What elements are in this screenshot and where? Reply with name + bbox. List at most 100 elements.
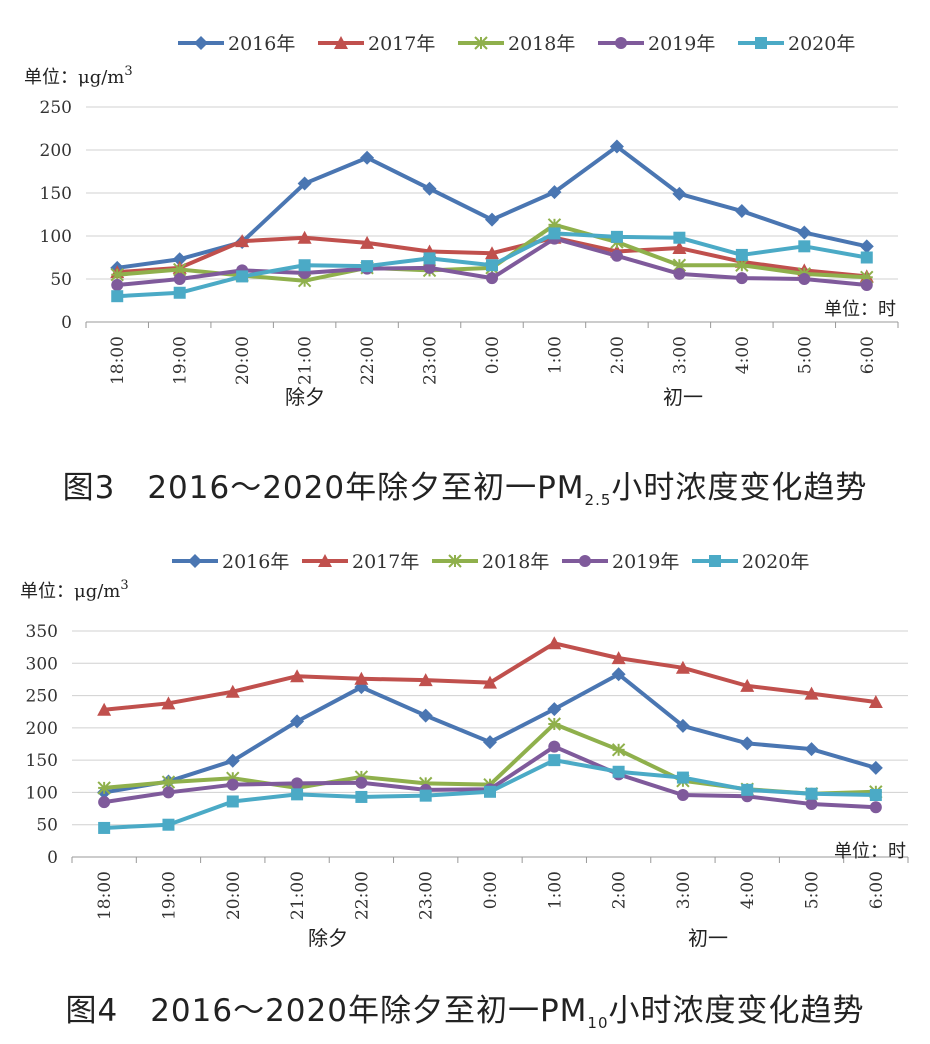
pm25-data-point [486, 259, 498, 272]
pm25-xtick-label: 2:00 [608, 336, 628, 374]
pm25-xtick-label: 22:00 [358, 336, 378, 385]
pm25-data-point [297, 176, 312, 191]
pm25-data-point [610, 249, 623, 262]
pm10-data-point [483, 675, 497, 689]
pm10-data-point [290, 714, 305, 729]
pm25-data-point [798, 273, 811, 285]
pm10-data-point [547, 702, 562, 717]
pm25-caption-sub: 2.5 [584, 491, 612, 510]
pm10-data-point [418, 708, 433, 723]
pm10-data-point [226, 795, 239, 808]
pm10-legend-label: 2018年 [482, 551, 549, 573]
pm25-xtick-label: 3:00 [670, 336, 690, 374]
pm25-data-point [236, 270, 249, 283]
pm25-legend-label: 2020年 [788, 33, 855, 55]
pm25-caption: 图3 2016～2020年除夕至初一PM2.5小时浓度变化趋势 [0, 462, 930, 509]
pm10-legend-label: 2020年 [742, 551, 809, 573]
pm25-data-point [422, 181, 437, 196]
pm25-legend-marker [615, 37, 627, 49]
pm10-ytick-label: 100 [26, 783, 58, 803]
pm25-legend-label: 2018年 [508, 33, 575, 55]
pm25-ytick-label: 250 [40, 98, 72, 118]
pm25-data-point [111, 290, 124, 303]
pm10-legend-item: 2018年 [432, 551, 549, 573]
pm25-data-point [860, 251, 873, 264]
pm10-data-point [355, 790, 368, 803]
pm25-data-point [485, 246, 499, 260]
pm10-data-point [98, 796, 111, 809]
pm25-legend: 2016年 2017年 2018年 2019年 2020年 [178, 33, 855, 55]
pm10-data-point [97, 702, 112, 716]
pm25-xtick-label: 23:00 [421, 336, 441, 385]
pm10-data-point [162, 786, 175, 799]
pm10-data-point [805, 787, 818, 800]
pm10-xtick-label: 0:00 [481, 871, 501, 909]
pm10-ytick-label: 300 [26, 654, 58, 674]
pm25-data-point [798, 240, 811, 253]
pm25-data-point [423, 252, 436, 265]
pm10-xtick-label: 23:00 [417, 871, 437, 920]
pm10-data-point [804, 742, 819, 757]
pm25-data-point [173, 286, 186, 299]
pm10-legend-label: 2017年 [352, 551, 419, 573]
pm10-chart: 2016年 2017年 2018年 2019年 2020年 单位：μg/m3 0 50 100 1… [0, 535, 930, 975]
pm10-data-point [98, 821, 111, 834]
pm25-data-point [111, 279, 124, 292]
pm25-ytick-label: 200 [40, 141, 72, 161]
pm10-data-point [225, 684, 240, 698]
pm10-legend-marker [448, 554, 462, 568]
pm25-legend-label: 2019年 [648, 33, 715, 55]
pm10-xtick-label: 1:00 [545, 871, 565, 909]
pm25-data-point [672, 241, 687, 255]
pm10-caption: 图4 2016～2020年除夕至初一PM10小时浓度变化趋势 [0, 985, 930, 1032]
pm25-data-point [548, 227, 561, 240]
pm10-xtick-label: 6:00 [867, 871, 887, 909]
pm10-series-line [103, 744, 876, 810]
pm10-data-point [740, 736, 755, 751]
pm10-data-point [675, 660, 690, 674]
pm25-data-point [485, 212, 499, 227]
pm25-data-point [735, 258, 749, 272]
pm10-series [97, 667, 883, 800]
pm25-caption-prefix: 图3 2016～2020年除夕至初一PM [62, 470, 585, 506]
pm10-data-point [676, 789, 689, 802]
pm10-x-unit: 单位：时 [834, 841, 906, 862]
pm25-grid [86, 106, 898, 280]
pm10-series [98, 754, 882, 834]
pm25-legend-marker [194, 36, 208, 50]
pm25-data-point [673, 267, 686, 280]
pm10-data-point [290, 669, 305, 683]
pm10-data-point [484, 785, 496, 798]
pm10-legend-label: 2016年 [222, 551, 289, 573]
pm25-data-point [672, 258, 687, 272]
pm10-xtick-label: 2:00 [610, 871, 630, 909]
pm10-data-point [805, 798, 818, 811]
pm10-xtick-label: 20:00 [224, 871, 244, 920]
pm10-legend-marker [579, 555, 591, 567]
pm10-data-point [419, 789, 432, 802]
pm10-data-point [97, 781, 111, 795]
pm10-xtick-label: 22:00 [352, 871, 372, 920]
pm25-ytick-label: 100 [40, 227, 72, 247]
pm10-data-point [868, 760, 883, 775]
pm10-data-point [868, 695, 883, 709]
pm10-legend-item: 2016年 [172, 551, 289, 573]
pm10-xtick-label: 19:00 [159, 871, 179, 920]
pm25-data-point [298, 259, 311, 272]
pm10-y-unit-sup: 3 [120, 578, 128, 593]
pm10-ytick-label: 50 [36, 816, 58, 836]
pm10-xtick-label: 4:00 [738, 871, 758, 909]
pm10-data-point [869, 789, 882, 802]
pm10-data-point [483, 735, 497, 750]
pm10-data-point [612, 765, 625, 778]
pm25-ytick-label: 50 [50, 270, 72, 290]
pm10-legend-marker [188, 554, 202, 568]
pm25-x-unit: 单位：时 [824, 299, 896, 320]
pm10-ytick-label: 350 [26, 622, 58, 642]
pm10-data-point [869, 801, 882, 814]
pm10-series [97, 636, 883, 716]
pm25-data-point [110, 267, 124, 282]
pm25-xtick-label: 0:00 [483, 336, 503, 374]
pm10-data-point [354, 680, 369, 695]
